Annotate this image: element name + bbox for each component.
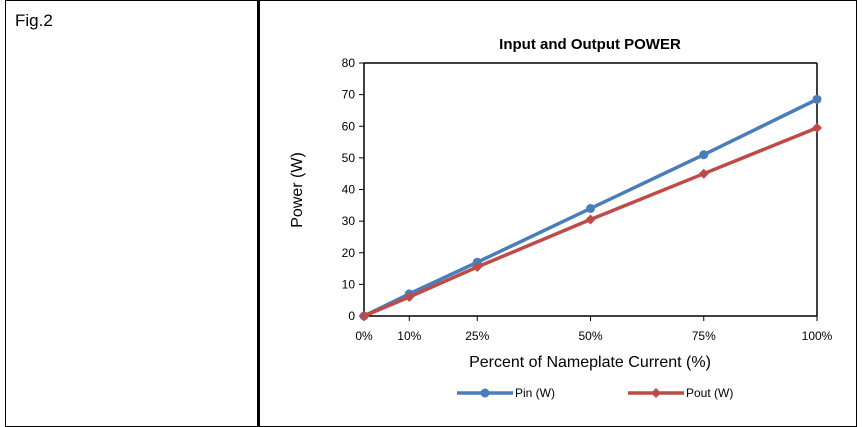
data-point: [359, 311, 369, 321]
data-point: [472, 261, 483, 272]
y-tick-label: 20: [342, 246, 356, 260]
figure-label: Fig.2: [15, 11, 53, 30]
x-tick-label: 50%: [578, 329, 602, 343]
legend-item: Pin (W): [457, 386, 555, 400]
x-tick-label: 100%: [802, 329, 833, 343]
y-tick-label: 60: [342, 119, 356, 133]
data-point: [812, 94, 822, 104]
figure-label-cell: Fig.2: [5, 0, 260, 427]
y-tick-label: 10: [342, 277, 356, 291]
x-tick-label: 25%: [465, 329, 489, 343]
y-axis-title: Power (W): [289, 152, 306, 228]
x-tick-label: 75%: [692, 329, 716, 343]
series-line: [363, 97, 818, 318]
x-tick-label: 10%: [397, 329, 421, 343]
y-tick-label: 50: [342, 151, 356, 165]
data-point: [586, 203, 595, 213]
chart-title: Input and Output POWER: [499, 36, 681, 53]
legend-label: Pin (W): [515, 386, 555, 400]
y-tick-label: 40: [342, 183, 356, 197]
legend-item: Pout (W): [628, 386, 733, 400]
x-axis-ticks: 0% 10% 25% 50% 75% 100%: [355, 316, 833, 343]
legend-marker: [651, 388, 661, 398]
plot-frame: [363, 62, 818, 317]
y-tick-label: 70: [342, 88, 356, 102]
data-point: [812, 122, 822, 133]
legend-label: Pout (W): [686, 386, 733, 400]
legend-marker: [480, 388, 490, 398]
data-point: [699, 150, 709, 160]
y-tick-label: 80: [342, 56, 356, 70]
series-pout: [359, 122, 822, 321]
data-point: [404, 292, 415, 303]
series-lines: [359, 94, 822, 321]
x-axis-title: Percent of Nameplate Current (%): [469, 354, 711, 371]
series-line: [363, 126, 818, 318]
data-point: [585, 214, 596, 225]
y-tick-label: 0: [348, 309, 355, 323]
legend: Pin (W) Pout (W): [457, 386, 733, 400]
y-axis-ticks: 0 10 20 30 40 50 60 70 80: [342, 56, 364, 323]
y-tick-label: 30: [342, 214, 356, 228]
data-point: [698, 168, 709, 179]
x-tick-label: 0%: [355, 329, 373, 343]
